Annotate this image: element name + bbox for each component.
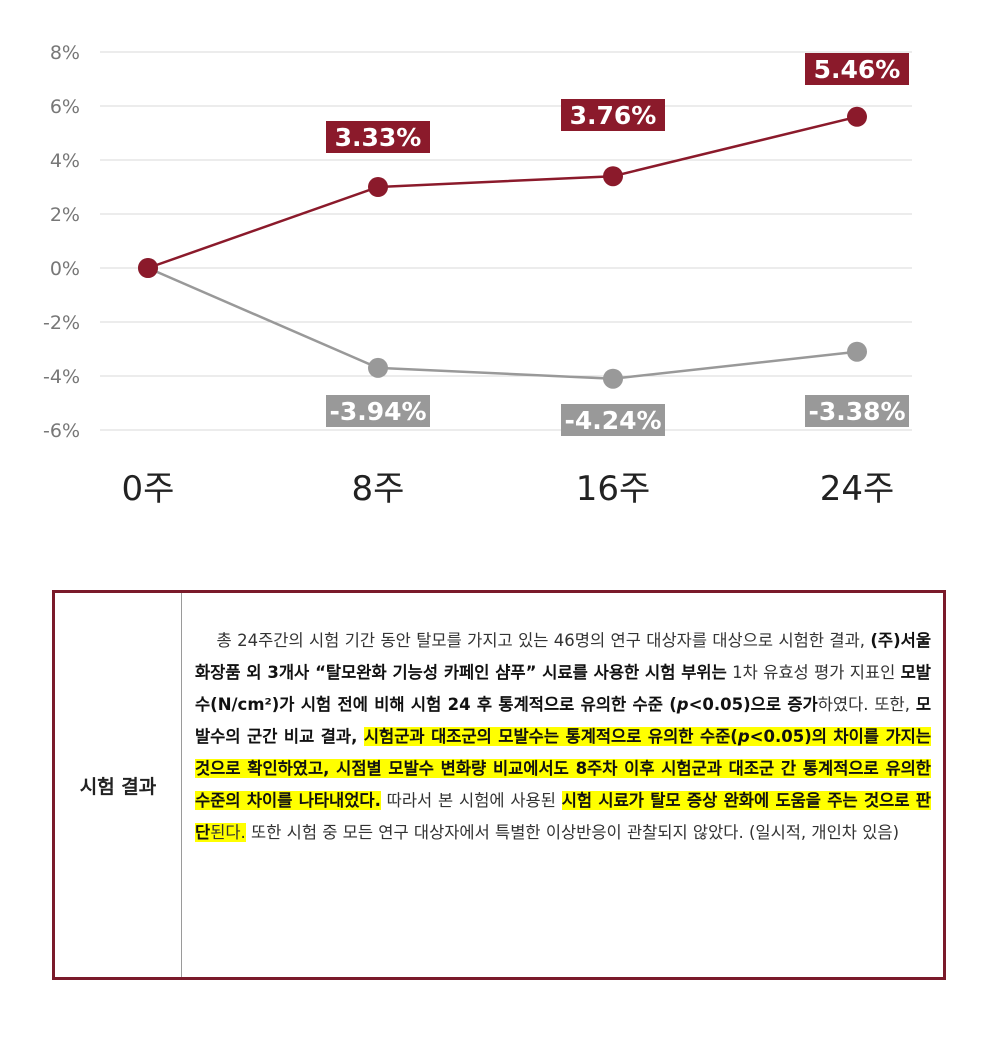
y-axis-ticks: 8% 6% 4% 2% 0% -2% -4% -6% [43,42,80,442]
data-label: 3.33% [335,123,422,152]
data-point [847,106,867,127]
data-label: -3.38% [808,397,905,426]
result-bold-3: 모발수의 군간 비교 결과, [195,695,931,746]
result-heading: 시험 결과 [55,593,182,977]
data-point [138,258,158,278]
y-tick-label: 0% [50,258,80,280]
data-label: -3.94% [329,397,426,426]
result-bold-1: (주)서울화장품 외 3개사 “탈모완화 기능성 카페인 샴푸” 시료를 사용한… [195,631,932,682]
y-tick-label: -4% [43,366,80,388]
y-tick-label: 8% [50,42,80,64]
data-label-box [805,395,909,427]
result-text-1: 총 24주간의 시험 기간 동안 탈모를 가지고 있는 46명의 연구 대상자를… [216,631,871,650]
data-label-box [805,53,909,85]
x-tick-label: 16주 [576,469,651,509]
data-label-box [326,121,430,153]
series-line [147,115,858,270]
line-chart: 8% 6% 4% 2% 0% -2% -4% -6% 3.33% 3.76% 5.46% -3.94… [43,42,912,509]
x-tick-label: 0주 [122,469,175,509]
data-label-box [326,395,430,427]
series-line [147,266,858,380]
data-label-box [561,99,665,131]
data-point [603,368,623,389]
series-lines [138,106,867,389]
data-point [368,357,388,378]
result-text-2: 1차 유효성 평가 지표인 [726,663,901,682]
x-axis-ticks: 0주 8주 16주 24주 [122,469,895,509]
data-point [603,166,623,187]
x-tick-label: 24주 [820,469,895,509]
data-label: 3.76% [570,101,657,130]
result-text-3: 하였다. 또한, [817,695,916,714]
gridlines [100,51,912,431]
data-point [847,341,867,362]
y-tick-label: -2% [43,312,80,334]
data-label: -4.24% [564,406,661,435]
y-tick-label: -6% [43,420,80,442]
result-bold-2: 모발수(N/cm²)가 시험 전에 비해 시험 24 후 통계적으로 유의한 수… [195,663,931,714]
data-labels: 3.33% 3.76% 5.46% -3.94% -4.24% -3.38% [326,53,909,436]
y-tick-label: 2% [50,204,80,226]
data-point [368,177,388,197]
result-text-4: 따라서 본 시험에 사용된 [380,791,562,810]
result-table: 시험 결과 총 24주간의 시험 기간 동안 탈모를 가지고 있는 46명의 연… [52,590,946,980]
data-label: 5.46% [814,55,901,84]
x-tick-label: 8주 [352,469,405,509]
result-text: 총 24주간의 시험 기간 동안 탈모를 가지고 있는 46명의 연구 대상자를… [182,593,943,977]
y-tick-label: 6% [50,96,80,118]
data-label-box [561,404,665,436]
result-text-5: 또한 시험 중 모든 연구 대상자에서 특별한 이상반응이 관찰되지 않았다. … [245,823,900,842]
y-tick-label: 4% [50,150,80,172]
